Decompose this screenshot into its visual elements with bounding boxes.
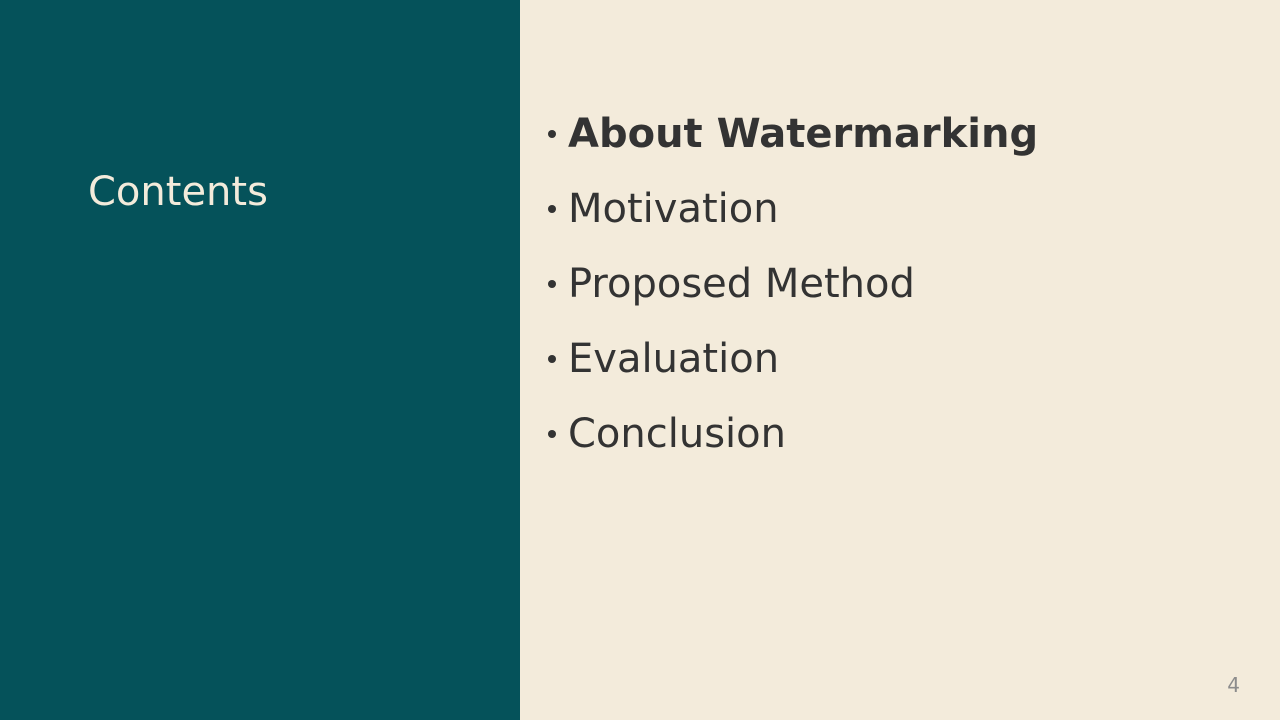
page-number: 4 <box>1227 673 1240 697</box>
contents-item-evaluation: Evaluation <box>544 329 1038 404</box>
bullet-icon <box>548 130 556 138</box>
bullet-icon <box>548 355 556 363</box>
contents-item-label: Proposed Method <box>568 261 915 307</box>
contents-item-label: Conclusion <box>568 411 786 457</box>
bullet-icon <box>548 430 556 438</box>
contents-item-conclusion: Conclusion <box>544 404 1038 479</box>
slide-title: Contents <box>88 169 268 215</box>
contents-list: About Watermarking Motivation Proposed M… <box>544 104 1038 479</box>
contents-item-motivation: Motivation <box>544 179 1038 254</box>
left-panel: Contents <box>0 0 520 720</box>
contents-item-proposed-method: Proposed Method <box>544 254 1038 329</box>
contents-item-about-watermarking: About Watermarking <box>544 104 1038 179</box>
bullet-icon <box>548 280 556 288</box>
bullet-icon <box>548 205 556 213</box>
contents-item-label: About Watermarking <box>568 111 1039 157</box>
contents-item-label: Motivation <box>568 186 779 232</box>
contents-item-label: Evaluation <box>568 336 780 382</box>
right-panel: About Watermarking Motivation Proposed M… <box>520 0 1280 720</box>
